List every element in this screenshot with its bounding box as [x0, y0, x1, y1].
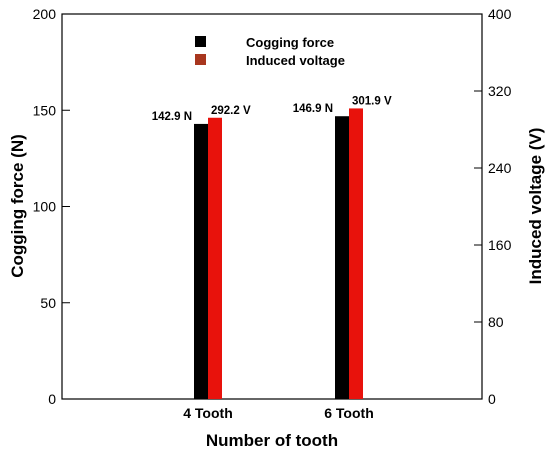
bar-induced-voltage	[208, 117, 222, 399]
legend-swatch-induced-voltage	[195, 54, 206, 65]
y-right-tick-label: 400	[488, 6, 512, 22]
data-label: 142.9 N	[152, 111, 192, 123]
data-label: 146.9 N	[293, 103, 333, 115]
y-right-tick-label: 0	[488, 391, 496, 407]
y-right-tick-label: 320	[488, 83, 512, 99]
bar-induced-voltage	[349, 108, 363, 399]
y-left-tick-label: 0	[48, 391, 56, 407]
data-labels: 142.9 N 146.9 N 292.2 V 301.9 V	[152, 95, 392, 122]
y-left-tick-label: 200	[33, 6, 57, 22]
x-axis-title: Number of tooth	[206, 431, 338, 450]
y-right-tick-label: 160	[488, 237, 512, 253]
x-tick-label: 4 Tooth	[183, 405, 233, 421]
y-axis-right-title: Induced voltage (V)	[526, 128, 545, 285]
y-right-tick-label: 240	[488, 160, 512, 176]
y-axis-left-title: Cogging force (N)	[8, 134, 27, 278]
data-label: 301.9 V	[352, 95, 392, 107]
y-left-tick-label: 100	[33, 199, 57, 215]
x-tick-label: 6 Tooth	[324, 405, 374, 421]
legend-label-cogging-force: Cogging force	[246, 35, 334, 50]
legend-swatch-cogging-force	[195, 36, 206, 47]
y-left-tick-label: 150	[33, 102, 57, 118]
plot-frame	[61, 13, 483, 400]
data-label: 292.2 V	[211, 105, 251, 117]
y-left-tick-label: 50	[40, 295, 56, 311]
axis-ticks: 0 50 100 150 200 0 80 160 240 320 400 4 Tooth 6 Toot…	[33, 6, 512, 421]
bars	[194, 108, 363, 399]
bar-cogging-force	[194, 123, 208, 399]
y-right-tick-label: 80	[488, 314, 504, 330]
bar-cogging-force	[335, 116, 349, 399]
legend: Cogging force Induced voltage	[195, 35, 345, 68]
legend-label-induced-voltage: Induced voltage	[246, 53, 345, 68]
